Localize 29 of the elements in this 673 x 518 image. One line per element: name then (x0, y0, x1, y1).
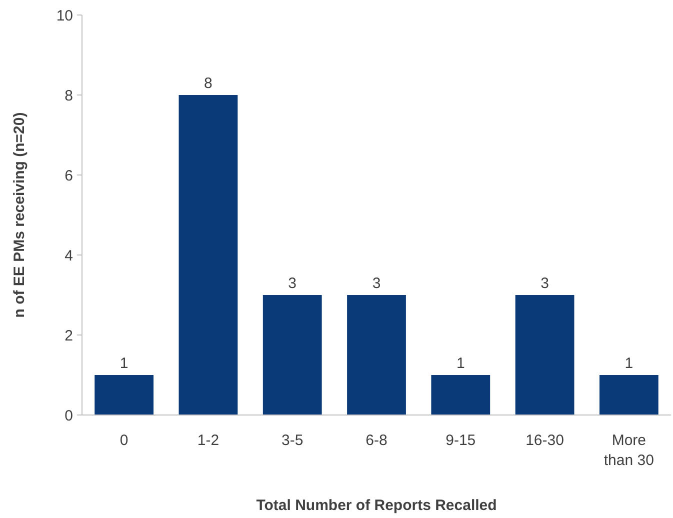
x-tick-label: 16-30 (526, 432, 564, 449)
data-label: 1 (120, 355, 128, 372)
data-label: 1 (456, 355, 465, 372)
x-tick-label: 1-2 (197, 432, 220, 449)
x-tick-label: 3-5 (282, 432, 304, 449)
bar (347, 295, 406, 415)
bar (515, 295, 574, 415)
data-label: 3 (540, 275, 549, 292)
y-tick-label: 8 (64, 87, 73, 104)
y-tick-label: 2 (64, 327, 73, 344)
bar (262, 295, 322, 415)
bar (599, 375, 658, 415)
bar (94, 375, 154, 415)
y-tick-label: 0 (64, 407, 73, 424)
data-label: 1 (624, 355, 634, 372)
y-tick-label: 10 (56, 7, 73, 24)
bar (178, 95, 238, 415)
x-axis-title: Total Number of Reports Recalled (256, 497, 497, 514)
y-tick-label: 6 (64, 167, 73, 184)
x-tick-label: 9-15 (446, 432, 476, 449)
y-tick-label: 4 (64, 247, 73, 264)
x-tick-label: 6-8 (366, 432, 388, 449)
data-label: 3 (288, 275, 297, 292)
bar (431, 375, 490, 415)
x-tick-label: 0 (120, 432, 128, 449)
y-axis-title: n of EE PMs receiving (n=20) (11, 112, 28, 318)
data-label: 8 (204, 75, 212, 92)
x-tick-label: More than 30 (604, 432, 654, 469)
data-label: 3 (372, 275, 381, 292)
